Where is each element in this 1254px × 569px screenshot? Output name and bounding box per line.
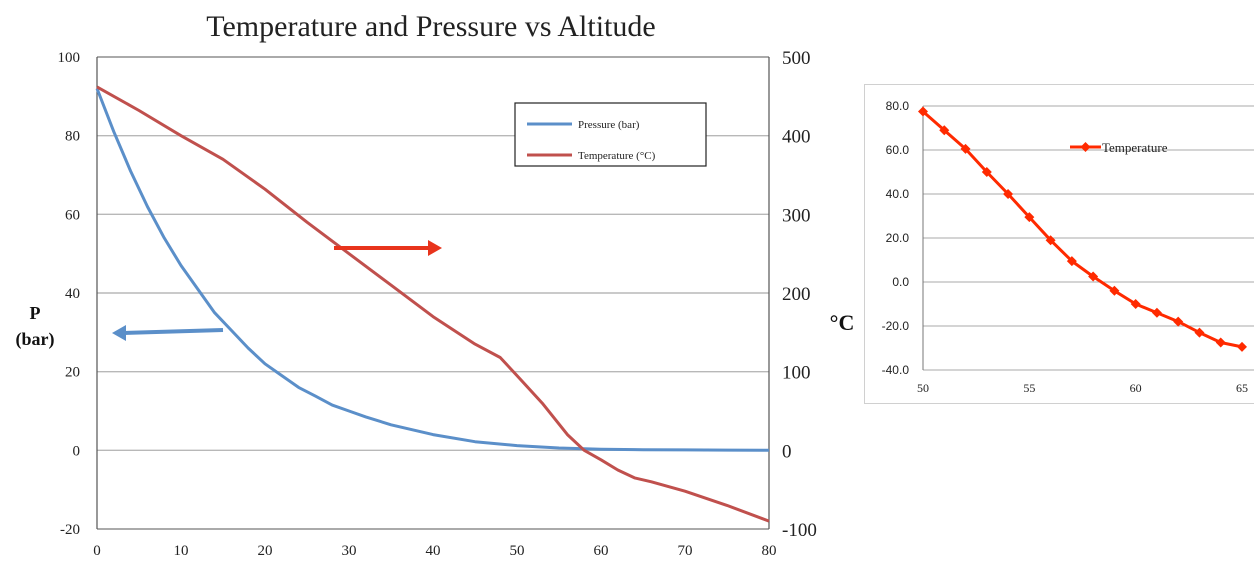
data-point (1024, 212, 1035, 223)
legend-marker (1080, 142, 1091, 152)
left-arrow (112, 325, 224, 341)
y-tick-label: 200 (782, 284, 811, 305)
legend-label-line1: Temperature (1102, 140, 1168, 155)
y-tick-label: 60 (65, 207, 80, 223)
x-tick-label: 65 (1236, 381, 1248, 395)
series-lines (95, 85, 770, 523)
y-tick-label: 0 (782, 441, 792, 462)
chart-title: Temperature and Pressure vs Altitude (206, 10, 655, 43)
left-y-axis-label-line2: (bar) (16, 329, 55, 350)
data-point (1173, 316, 1184, 327)
data-point (1003, 189, 1014, 199)
y-tick-label: 400 (782, 127, 811, 148)
right-y-axis-label: °C (830, 310, 855, 335)
temperature-detail-chart-panel: 50 55 60 65 -40.0 -20.0 0.0 20.0 40.0 60.0 80.0 T… (864, 84, 1254, 404)
x-tick-label: 60 (1130, 381, 1142, 395)
left-y-axis-label-line1: P (30, 303, 41, 323)
data-point (939, 125, 950, 136)
x-tick-label: 0 (93, 543, 101, 559)
legend: Temperature (°C) (1070, 140, 1168, 168)
right-arrow (334, 240, 442, 256)
y-tick-label: 40.0 (886, 187, 910, 201)
legend-label: Pressure (bar) (578, 119, 640, 131)
y-tick-label: 100 (782, 363, 811, 384)
altitude-chart: Temperature and Pressure vs Altitude 0 10… (16, 10, 855, 559)
y-tick-label: -20.0 (882, 319, 910, 333)
y-tick-label: 20.0 (886, 231, 910, 245)
x-axis-ticks: 50 55 60 65 (917, 381, 1248, 395)
y-tick-label: 60.0 (886, 143, 910, 157)
axis-arrows (112, 240, 442, 341)
y-tick-label: 300 (782, 205, 811, 226)
y-axis-ticks: -40.0 -20.0 0.0 20.0 40.0 60.0 80.0 (882, 99, 910, 377)
data-point (1066, 256, 1077, 267)
y-tick-label: 500 (782, 48, 811, 69)
temperature-line (96, 85, 770, 523)
y-tick-label: 80 (65, 129, 80, 145)
x-tick-label: 50 (510, 543, 525, 559)
y-tick-label: -100 (782, 520, 817, 541)
data-point (1215, 337, 1226, 348)
right-y-axis-ticks: -100 0 100 200 300 400 500 (782, 48, 817, 541)
data-point (1151, 307, 1162, 318)
series-lines (918, 106, 1247, 352)
x-tick-label: 80 (762, 543, 777, 559)
temperature-line (922, 110, 1243, 349)
gridlines (922, 105, 1254, 371)
data-point (981, 167, 992, 177)
legend-label: Temperature (°C) (578, 150, 656, 162)
gridlines (96, 56, 770, 530)
x-tick-label: 30 (342, 543, 357, 559)
x-tick-label: 10 (174, 543, 189, 559)
left-y-axis-ticks: -20 0 20 40 60 80 100 (58, 50, 81, 538)
data-point (960, 143, 971, 154)
x-tick-label: 40 (426, 543, 441, 559)
data-point (1045, 235, 1056, 246)
data-point (1237, 341, 1247, 352)
x-tick-label: 50 (917, 381, 929, 395)
y-tick-label: -40.0 (882, 363, 910, 377)
y-tick-label: 20 (65, 365, 80, 381)
x-tick-label: 70 (678, 543, 693, 559)
x-tick-label: 60 (594, 543, 609, 559)
y-tick-label: 100 (58, 50, 81, 66)
data-point (1194, 327, 1205, 338)
x-tick-label: 20 (258, 543, 273, 559)
data-point (918, 106, 928, 117)
legend: Pressure (bar) Temperature (°C) (514, 102, 707, 167)
data-point (1088, 271, 1099, 282)
y-tick-label: -20 (60, 522, 80, 538)
left-arrow-shaft (123, 328, 224, 335)
right-arrow-head (428, 240, 442, 256)
y-tick-label: 0.0 (892, 275, 909, 289)
legend-label: Temperature (°C) (1102, 140, 1168, 168)
legend-label-line2: (°C) (1135, 153, 1158, 168)
pressure-line (95, 87, 770, 452)
data-point (1109, 285, 1120, 296)
y-tick-label: 80.0 (886, 99, 910, 113)
x-axis-ticks: 0 10 20 30 40 50 60 70 80 (93, 543, 776, 559)
y-tick-label: 0 (73, 443, 81, 459)
x-tick-label: 55 (1023, 381, 1035, 395)
left-arrow-head (112, 325, 126, 341)
data-point (1130, 299, 1141, 309)
temperature-detail-chart: 50 55 60 65 -40.0 -20.0 0.0 20.0 40.0 60.0 80.0 T… (882, 99, 1254, 395)
y-tick-label: 40 (65, 286, 80, 302)
